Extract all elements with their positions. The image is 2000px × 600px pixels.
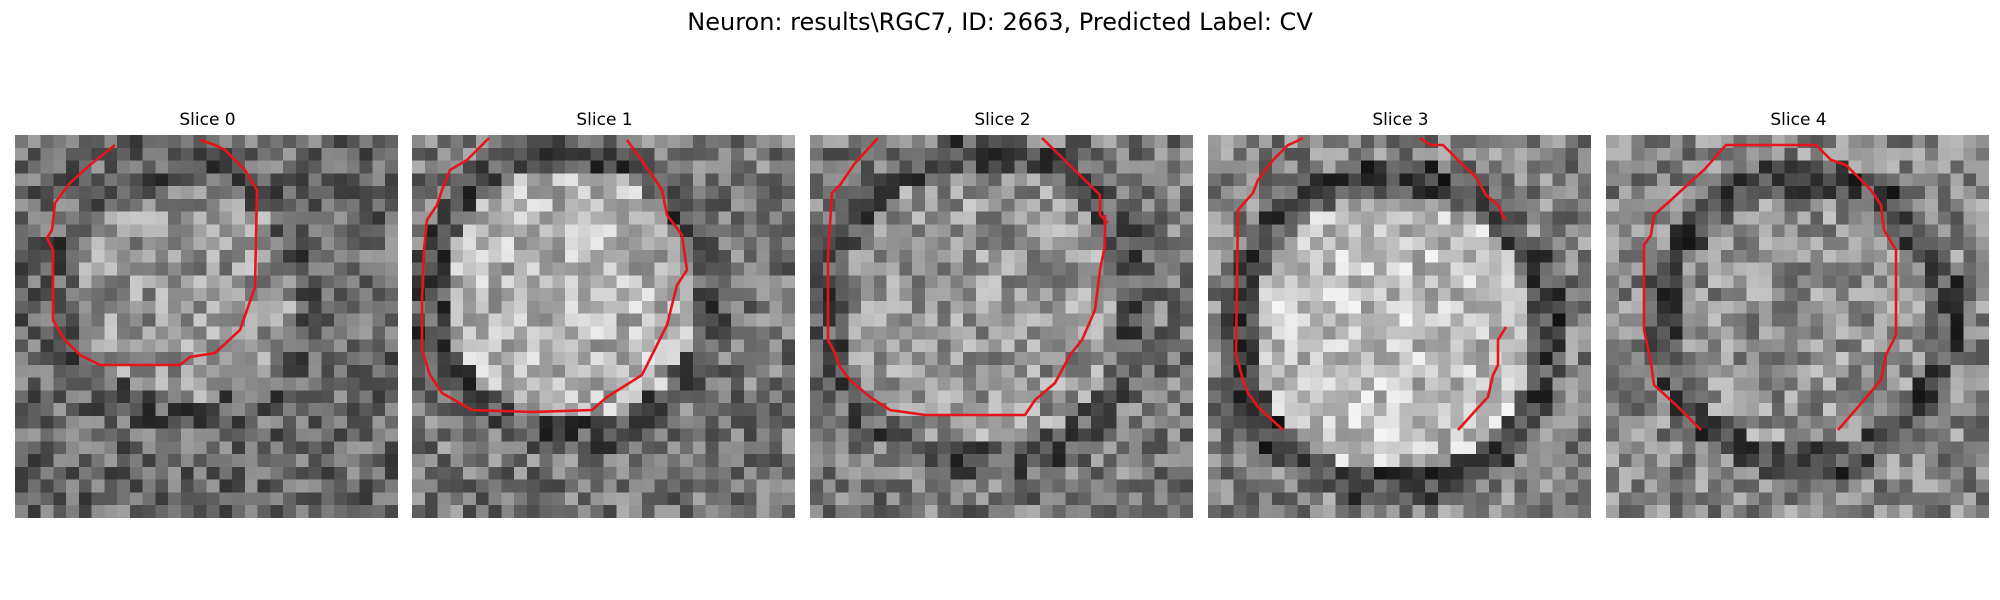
contour-line-2b (1041, 137, 1109, 224)
slice-title-4: Slice 4 (1770, 110, 1827, 130)
slice-pixels-2 (810, 135, 1193, 518)
slice-image-0 (15, 135, 398, 518)
slice-title-0: Slice 0 (179, 110, 236, 130)
slice-image-1 (412, 135, 795, 518)
contour-line-4 (1642, 143, 1898, 431)
contour-line-3c (1457, 326, 1508, 431)
contour-overlay-2 (826, 137, 1109, 417)
slice-pixels-3 (1208, 135, 1591, 518)
slice-image-2 (810, 135, 1193, 518)
contour-line-2 (826, 137, 1107, 417)
contour-overlay-1 (420, 137, 689, 414)
slice-title-2: Slice 2 (974, 110, 1031, 130)
figure-title: Neuron: results\RGC7, ID: 2663, Predicte… (687, 8, 1313, 36)
slice-image-4 (1606, 135, 1989, 518)
contour-overlay-4 (1642, 143, 1898, 431)
contour-overlay-0 (45, 138, 259, 367)
slice-pixels-0 (15, 135, 398, 518)
slice-title-3: Slice 3 (1372, 110, 1429, 130)
contour-line-0 (45, 138, 259, 367)
slice-title-1: Slice 1 (576, 110, 633, 130)
slice-pixels-4 (1606, 135, 1989, 518)
slice-image-3 (1208, 135, 1591, 518)
contour-line-1 (420, 137, 689, 414)
contour-line-3a (1234, 136, 1304, 431)
contour-overlay-3 (1234, 136, 1508, 431)
slice-pixels-1 (412, 135, 795, 518)
contour-line-3b (1419, 136, 1507, 221)
